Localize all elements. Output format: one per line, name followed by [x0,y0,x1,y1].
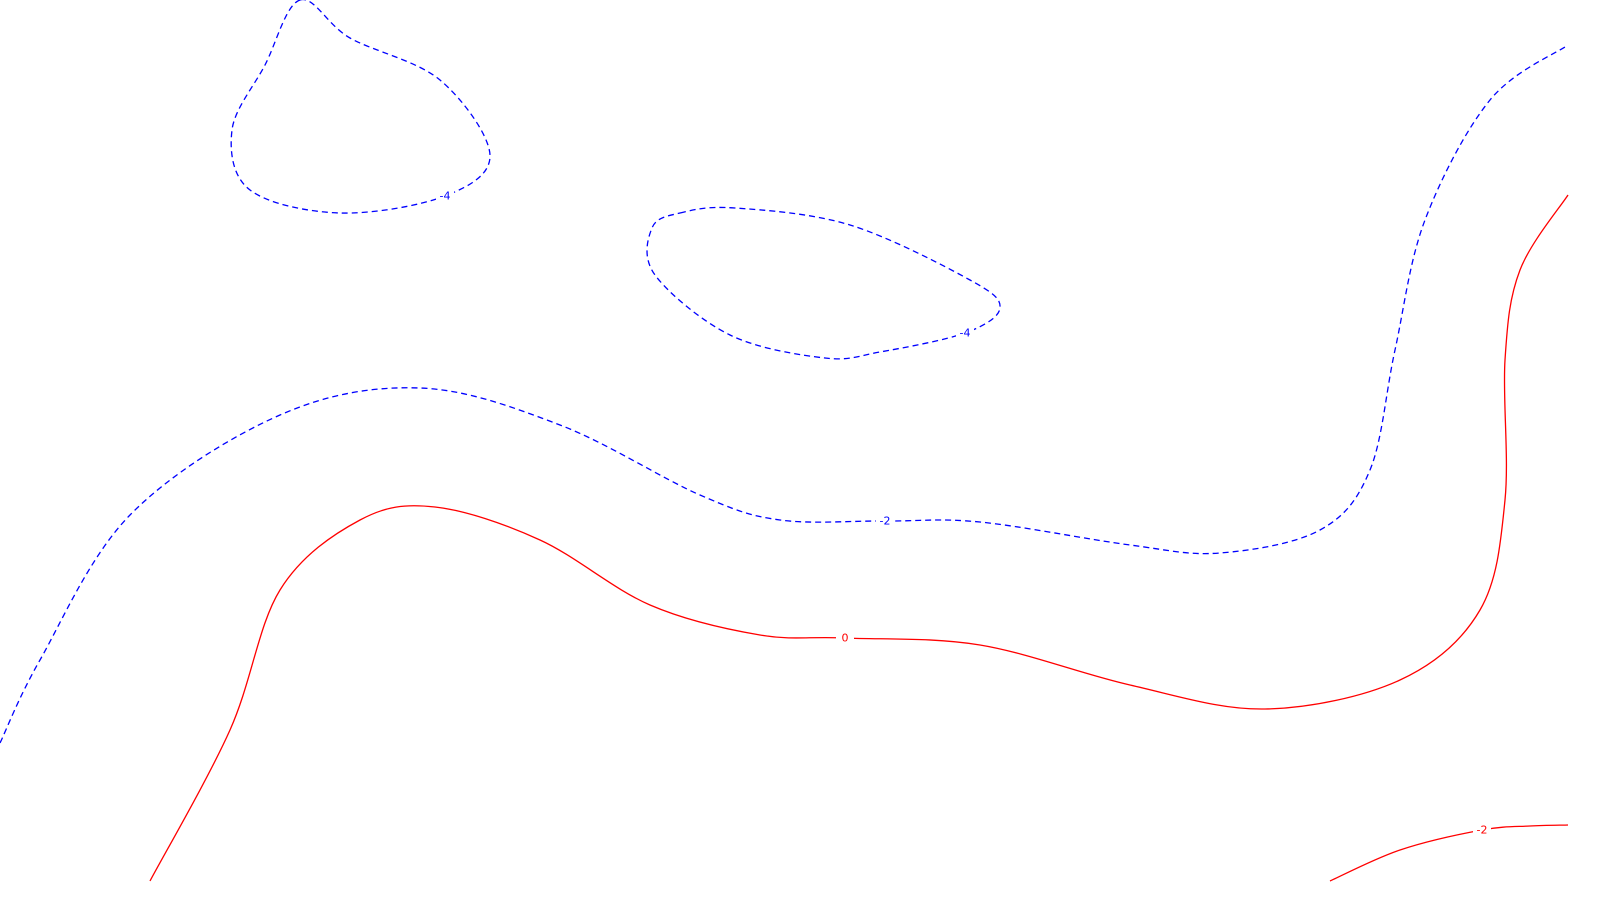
contour-label-level-pos2: -2 [1477,824,1488,837]
contour-line-level-pos2 [1329,824,1569,882]
contour-label-bg [836,632,854,644]
contour-label-bg [876,515,894,527]
contour-line-level-0 [149,194,1569,882]
contour-line-level-neg4-left [230,0,491,214]
contour-label-level-neg4-left: -4 [440,190,451,203]
contour-line-level-neg4-center [646,206,1001,360]
contour-label-level-neg4-center: -4 [960,327,971,340]
contour-line-level-neg2 [0,44,1569,744]
contour-label-bg [436,190,454,202]
contour-label-bg [956,327,974,339]
contour-label-bg [1473,824,1491,836]
contour-label-level-0: 0 [842,632,849,645]
contour-label-level-neg2: -2 [880,515,891,528]
